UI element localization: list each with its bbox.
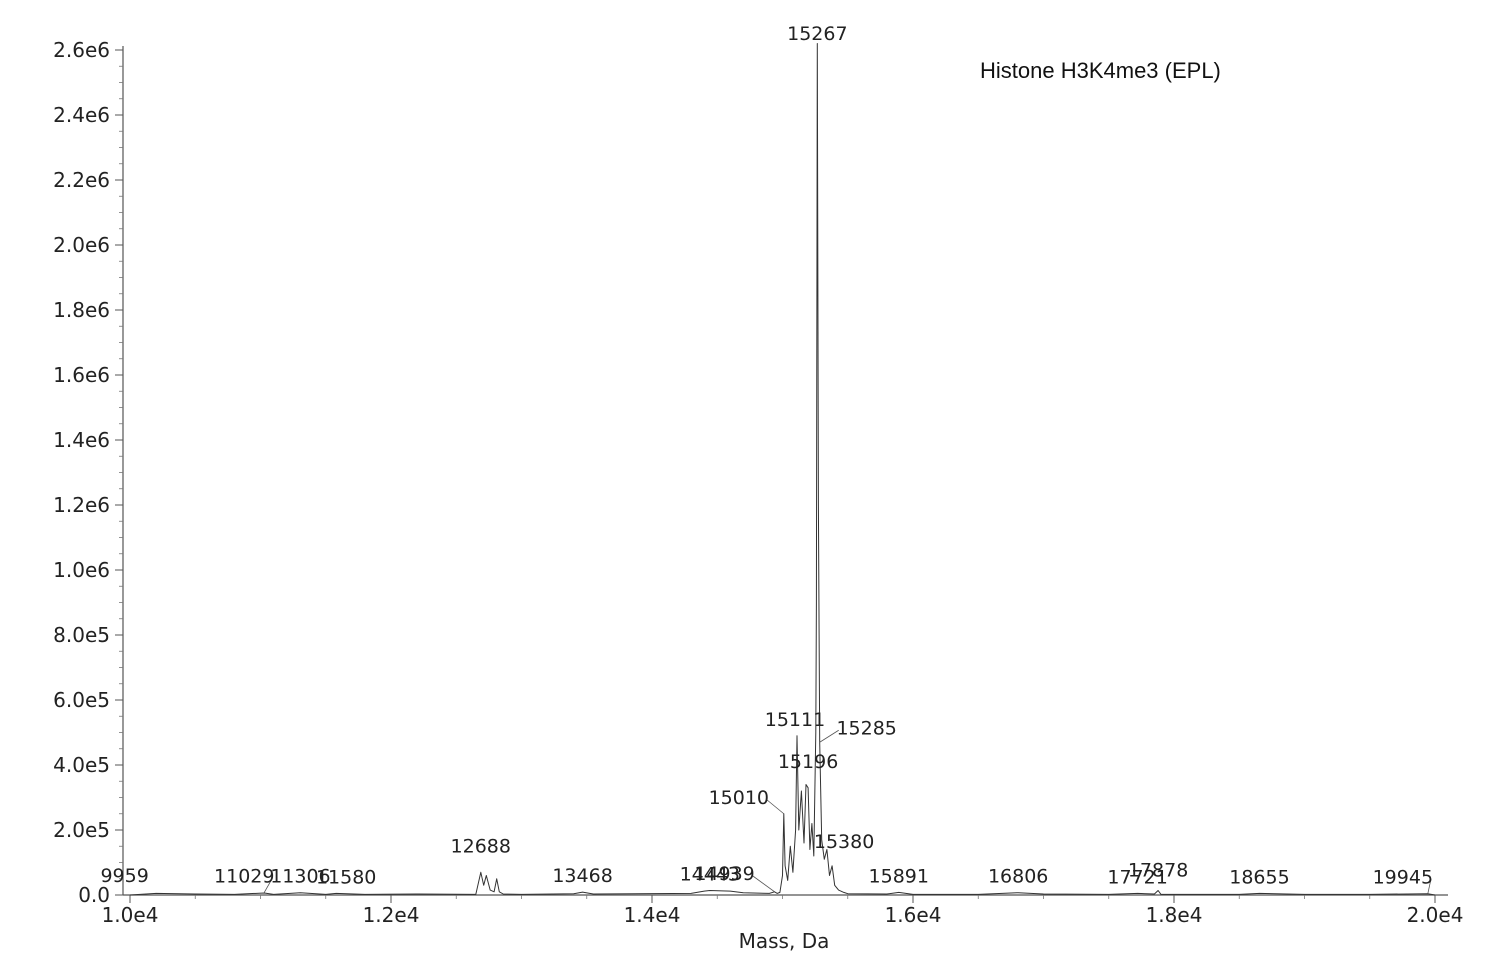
y-tick-label: 2.0e6: [53, 233, 110, 257]
peak-leader-line: [752, 875, 775, 893]
peak-label: 11029: [214, 865, 274, 887]
x-tick-label: 1.0e4: [102, 903, 159, 927]
peak-label: 18655: [1229, 866, 1289, 888]
peak-label: 14939: [694, 863, 754, 885]
x-axis: 1.0e4 1.2e4 1.4e4 1.6e4 1.8e4 2.0e4: [102, 894, 1464, 927]
chart-title: Histone H3K4me3 (EPL): [980, 58, 1221, 83]
peak-label: 9959: [100, 865, 148, 887]
y-tick-label: 2.4e6: [53, 103, 110, 127]
y-tick-label: 4.0e5: [53, 753, 110, 777]
peak-label: 15380: [814, 831, 874, 853]
y-tick-label: 0.0: [78, 883, 110, 907]
peak-label: 15285: [836, 717, 896, 739]
x-tick-label: 2.0e4: [1407, 903, 1464, 927]
y-tick-label: 1.0e6: [53, 558, 110, 582]
peak-label: 19945: [1373, 867, 1433, 889]
peak-label: 17721: [1107, 866, 1167, 888]
y-tick-label: 8.0e5: [53, 623, 110, 647]
x-axis-title: Mass, Da: [739, 929, 830, 953]
spectrum-series: [129, 43, 1436, 896]
peak-label: 16806: [988, 866, 1048, 888]
peak-leader-line: [819, 729, 839, 743]
y-tick-label: 1.6e6: [53, 363, 110, 387]
peak-label: 11306: [270, 866, 330, 888]
peak-label: 15111: [765, 709, 825, 731]
y-tick-label: 2.0e5: [53, 818, 110, 842]
y-tick-label: 2.2e6: [53, 168, 110, 192]
x-tick-label: 1.4e4: [624, 903, 681, 927]
peak-label: 11580: [316, 866, 376, 888]
x-tick-label: 1.8e4: [1146, 903, 1203, 927]
y-tick-label: 1.4e6: [53, 428, 110, 452]
peak-label: 14443: [680, 863, 740, 885]
peak-label: 12688: [451, 835, 511, 857]
peak-label: 17878: [1128, 859, 1188, 881]
peak-leader-line: [1427, 879, 1432, 894]
peak-label: 13468: [552, 865, 612, 887]
x-tick-label: 1.2e4: [363, 903, 420, 927]
peak-label: 15010: [709, 787, 769, 809]
peak-label: 15267: [787, 23, 847, 45]
peak-label: 15891: [869, 865, 929, 887]
peak-leader-line: [263, 878, 273, 893]
y-tick-label: 6.0e5: [53, 688, 110, 712]
y-tick-label: 1.2e6: [53, 493, 110, 517]
peak-leader-line: [766, 799, 785, 815]
y-axis: 0.0 2.0e5 4.0e5 6.0e5 8.0e5 1.0e6 1.2e6 1.4e6 1.…: [53, 38, 124, 907]
x-tick-label: 1.6e4: [885, 903, 942, 927]
spectrum-line: [129, 43, 1436, 896]
peak-label: 15196: [778, 751, 838, 773]
y-tick-label: 2.6e6: [53, 38, 110, 62]
y-tick-label: 1.8e6: [53, 298, 110, 322]
